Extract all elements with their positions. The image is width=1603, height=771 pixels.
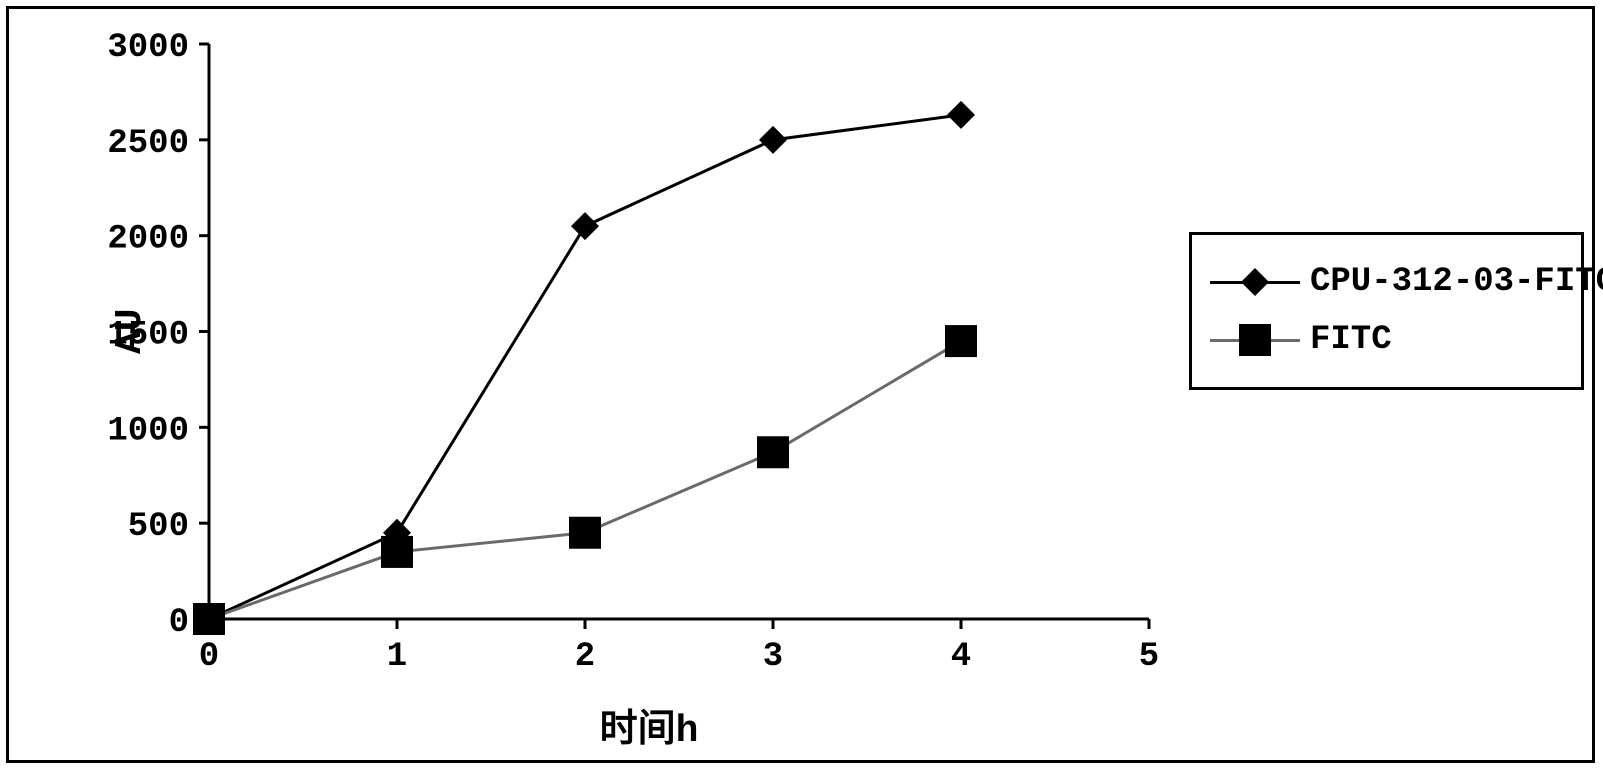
svg-text:1500: 1500 [107,317,189,355]
legend-marker-0 [1241,268,1269,282]
legend-swatch-1 [1210,320,1300,360]
svg-text:1000: 1000 [107,412,189,450]
svg-text:500: 500 [128,508,189,546]
svg-text:2: 2 [575,638,595,676]
svg-text:0: 0 [169,604,189,642]
svg-text:3000: 3000 [107,29,189,67]
svg-text:2000: 2000 [107,221,189,259]
svg-text:3: 3 [763,638,783,676]
svg-text:5: 5 [1139,638,1159,676]
legend-label-0: CPU-312-03-FITC [1310,263,1603,301]
legend-swatch-0 [1210,262,1300,302]
svg-text:0: 0 [199,638,219,676]
svg-text:4: 4 [951,638,971,676]
legend-item-1: FITC [1210,311,1563,369]
legend-label-1: FITC [1310,321,1392,359]
chart-area: AU 时间h 050010001500200025003000012345 CP… [9,9,1592,760]
legend-item-0: CPU-312-03-FITC [1210,253,1563,311]
legend-marker-1 [1239,324,1271,356]
svg-text:1: 1 [387,638,407,676]
svg-text:2500: 2500 [107,125,189,163]
chart-outer-frame: AU 时间h 050010001500200025003000012345 CP… [6,6,1595,763]
legend: CPU-312-03-FITC FITC [1189,232,1584,390]
